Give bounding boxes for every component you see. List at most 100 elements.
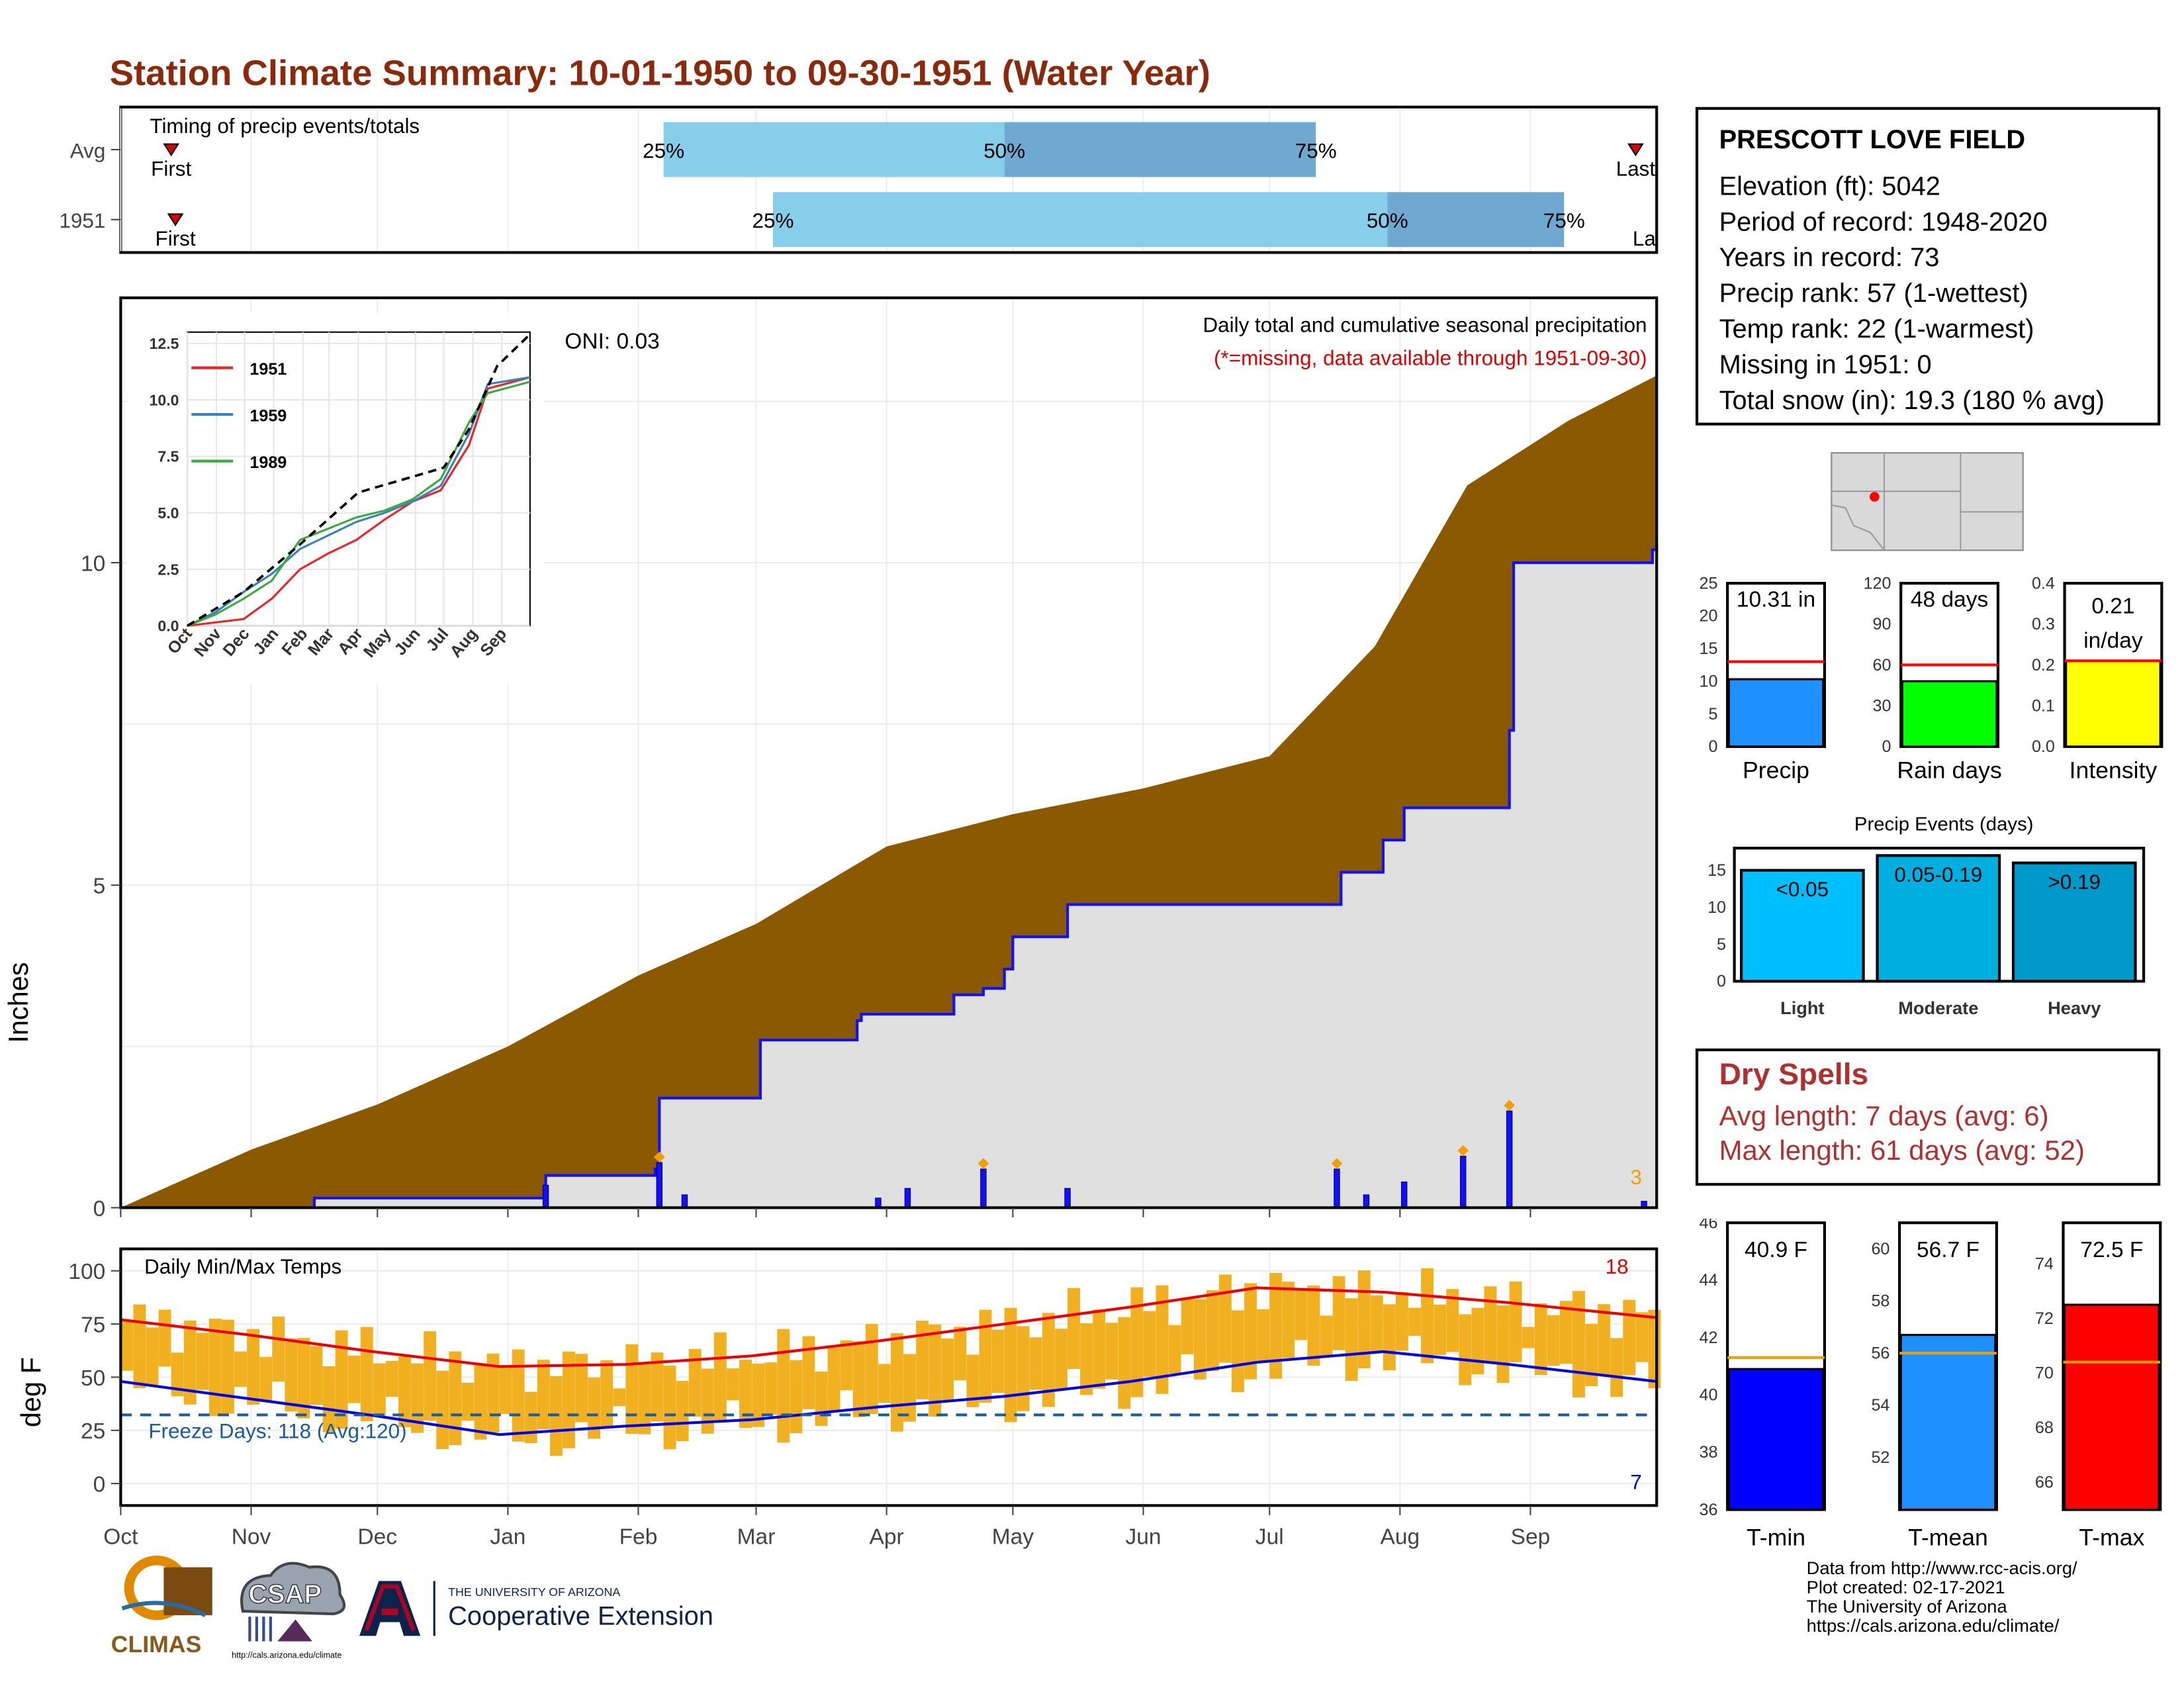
temp-ytick-label: 46 [1699, 1219, 1717, 1232]
daily-temp-bar [1370, 1295, 1383, 1352]
month-label: Mar [737, 1525, 776, 1550]
mini-ytick-label: 5 [1708, 705, 1717, 724]
daily-temp-bar [499, 1367, 512, 1415]
events-bar-name: Heavy [2048, 998, 2101, 1018]
mini-ytick-label: 30 [1873, 697, 1891, 716]
mini-chart-name: Precip [1743, 757, 1809, 784]
daily-temp-bar [966, 1354, 979, 1407]
daily-temp-bar [663, 1365, 676, 1450]
daily-temp-bar [638, 1364, 651, 1434]
daily-precip-bar [980, 1168, 987, 1208]
daily-temp-bar [1534, 1303, 1547, 1376]
timing-bar-early [663, 122, 1005, 177]
daily-temp-bar [196, 1333, 209, 1390]
precip-ylabel: Inches [3, 962, 34, 1043]
daily-temp-bar [727, 1368, 739, 1401]
temp-value-label: 56.7 F [1917, 1238, 1979, 1262]
daily-temp-bar [878, 1364, 891, 1403]
station-info-line: Elevation (ft): 5042 [1719, 173, 1940, 202]
temp-chart-name: T-mean [1908, 1524, 1988, 1551]
daily-temp-bar [1383, 1304, 1396, 1371]
inset-series-line [187, 376, 531, 627]
timing-marker-label: 25% [752, 209, 794, 232]
daily-temp-bar [1143, 1311, 1156, 1378]
temp-bar [1727, 1368, 1825, 1511]
mini-value-label: 0.21 [2091, 594, 2134, 619]
mini-ytick-label: 0.0 [2032, 737, 2055, 756]
daily-temp-bar [1585, 1323, 1598, 1387]
last-label: Last [1616, 158, 1656, 181]
tmax-count: 18 [1606, 1255, 1629, 1278]
events-bar [1740, 868, 1865, 983]
daily-temp-bar [424, 1331, 437, 1421]
inset-ytick-label: 0.0 [158, 618, 179, 635]
daily-temp-bar [1257, 1309, 1270, 1361]
mini-value-unit: in/day [2083, 629, 2143, 653]
station-info-box: PRESCOTT LOVE FIELD Elevation (ft): 5042… [1695, 107, 2161, 426]
daily-temp-bar [259, 1356, 273, 1401]
oni-label: ONI: 0.03 [565, 330, 660, 354]
temperature-charts: 36 38 40 42 44 46 40.9 F T-min 52 54 56 58 60 56.7 F T… [1699, 1219, 2162, 1551]
events-ytick-label: 10 [1707, 898, 1726, 917]
month-label: Dec [357, 1525, 397, 1550]
temp-value-label: 72.5 F [2080, 1238, 2143, 1262]
freeze-days-label: Freeze Days: 118 (Avg:120) [148, 1420, 406, 1443]
timing-bar-late [1387, 192, 1565, 248]
daily-temp-bar [827, 1346, 841, 1411]
precip-panel: 0 5 10 Inches ONI: 0.03 Daily total and cu… [3, 296, 1659, 1221]
mini-bar [2065, 659, 2161, 748]
daily-temp-bar [1635, 1312, 1649, 1362]
month-label: Aug [1381, 1525, 1420, 1550]
mini-ytick-label: 15 [1699, 639, 1717, 658]
footer-line-4: https://cals.arizona.edu/climate/ [1806, 1615, 2060, 1636]
daily-temp-bar [373, 1363, 386, 1416]
daily-temp-bar [1421, 1268, 1434, 1364]
mini-ytick-label: 0.3 [2032, 615, 2055, 633]
daily-temp-bar [1017, 1326, 1030, 1411]
daily-temp-bar [777, 1329, 790, 1443]
daily-temp-bar [802, 1336, 815, 1409]
daily-temp-bar [954, 1327, 967, 1381]
month-label: Apr [870, 1525, 904, 1550]
mini-ytick-label: 120 [1864, 575, 1891, 593]
daily-temp-bar [247, 1329, 260, 1405]
temp-ytick-label: 44 [1699, 1271, 1717, 1289]
mini-ytick-label: 0.2 [2032, 656, 2055, 675]
temp-ytick-label: 38 [1699, 1443, 1717, 1462]
daily-temp-bar [449, 1351, 462, 1446]
temp-ytick-label: 72 [2035, 1309, 2054, 1328]
ua-bottom-text: Cooperative Extension [448, 1602, 713, 1631]
daily-temp-bar [752, 1363, 765, 1427]
station-info-line: Years in record: 73 [1719, 244, 1940, 273]
inset-ytick-label: 5.0 [158, 504, 179, 522]
daily-temp-bar [171, 1352, 184, 1397]
inset-ytick-label: 7.5 [158, 448, 179, 465]
events-ytick-label: 15 [1707, 861, 1726, 880]
tmin-count: 7 [1630, 1471, 1641, 1494]
daily-temp-bar [1484, 1286, 1497, 1362]
daily-temp-bar [347, 1355, 361, 1403]
daily-temp-bar [929, 1324, 942, 1417]
daily-temp-bar [1295, 1288, 1308, 1340]
climas-logo: CLIMAS [111, 1555, 212, 1658]
daily-precip-bar [542, 1184, 549, 1208]
dry-avg-length: Avg length: 7 days (avg: 6) [1719, 1102, 2049, 1133]
daily-temp-bar [979, 1309, 992, 1403]
daily-precip-bar [1506, 1110, 1513, 1208]
first-label: First [155, 227, 195, 250]
daily-temp-bar [890, 1333, 903, 1432]
daily-temp-bar [1395, 1292, 1408, 1351]
daily-temp-bar [133, 1304, 146, 1389]
inset-ytick-label: 2.5 [158, 561, 179, 578]
daily-temp-bar [840, 1340, 853, 1391]
temp-ytick-label: 25 [81, 1419, 105, 1444]
temp-chart-name: T-min [1747, 1524, 1805, 1551]
daily-temp-bar [512, 1349, 525, 1442]
timing-row-label: Avg [70, 140, 106, 163]
daily-temp-bar [297, 1338, 310, 1419]
precip-ytick-label: 10 [81, 552, 105, 577]
daily-temp-bar [1572, 1291, 1585, 1397]
temp-bar [1899, 1334, 1997, 1511]
inset-ytick-label: 12.5 [150, 335, 179, 352]
temp-ytick-label: 68 [2035, 1419, 2054, 1437]
